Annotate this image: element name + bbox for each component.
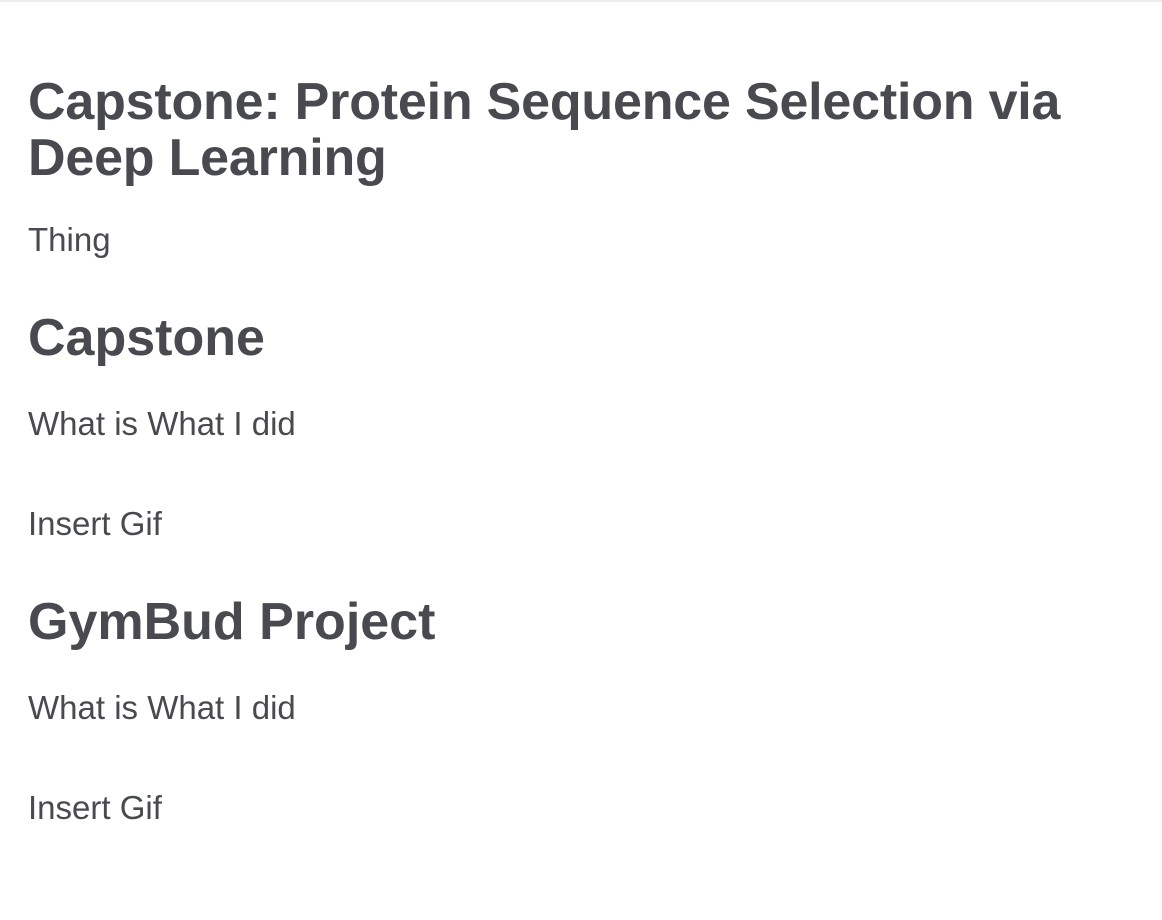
intro-text: Thing [28,221,111,258]
page-title: Capstone: Protein Sequence Selection via… [28,73,1061,187]
section-description: What is What I did [28,689,296,726]
gif-placeholder: Insert Gif [28,789,162,826]
gif-placeholder: Insert Gif [28,505,162,542]
section-heading: Capstone [28,309,265,367]
top-divider [0,0,1162,2]
main-content: Capstone: Protein Sequence Selection via… [28,74,1138,828]
section-heading: GymBud Project [28,593,436,651]
section-description: What is What I did [28,405,296,442]
section-gymbud: GymBud Project What is What I did Insert… [28,592,1138,828]
section-capstone: Capstone What is What I did Insert Gif [28,308,1138,544]
